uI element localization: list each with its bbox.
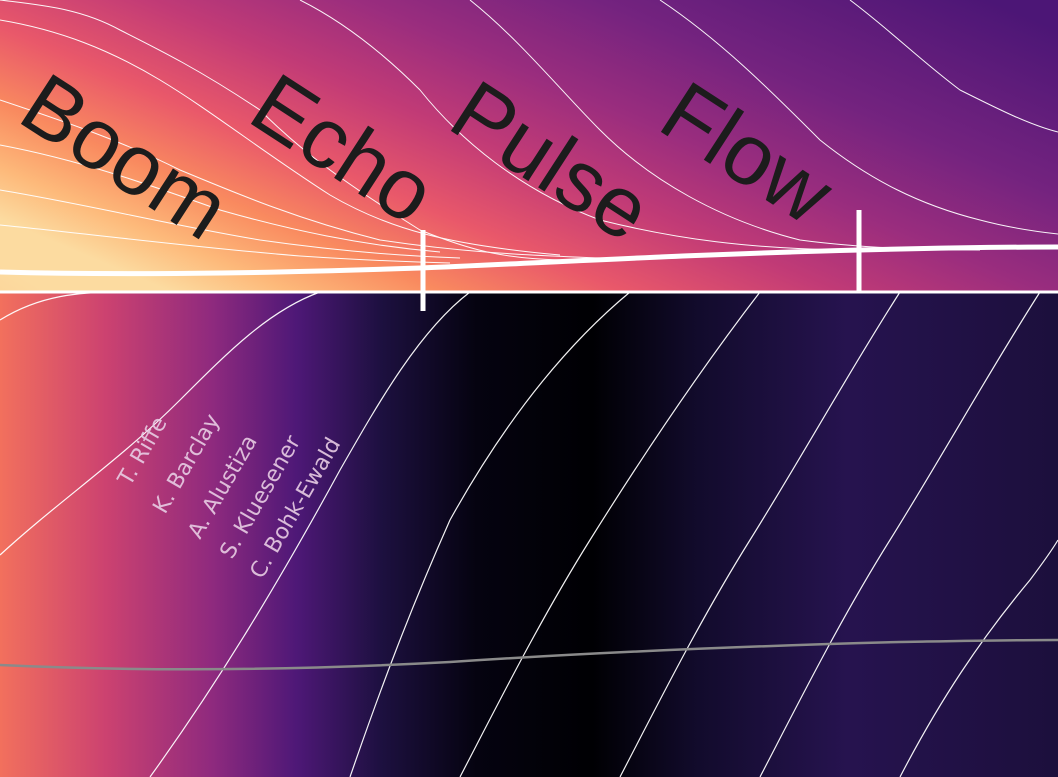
contour-line: [0, 189, 461, 259]
contour-line: [349, 291, 631, 777]
contour-line: [0, 0, 561, 261]
baseline-curve: [0, 638, 1058, 671]
contour-line: [899, 539, 1058, 777]
contour-line: [299, 0, 841, 251]
contour-line: [459, 291, 761, 777]
contour-line: [619, 291, 901, 777]
contour-line: [0, 291, 321, 556]
contour-line: [0, 291, 121, 321]
lower-band: [0, 292, 1058, 777]
ridge-line: [0, 244, 1058, 277]
contour-line: [0, 144, 441, 253]
contour-line: [659, 0, 1058, 235]
contour-line: [759, 291, 1041, 777]
contour-line: [0, 99, 601, 259]
contour-line: [849, 0, 1058, 133]
contour-line: [149, 291, 471, 777]
lower-contours: [0, 291, 1058, 777]
contour-line: [0, 224, 451, 264]
contour-line: [0, 19, 561, 256]
